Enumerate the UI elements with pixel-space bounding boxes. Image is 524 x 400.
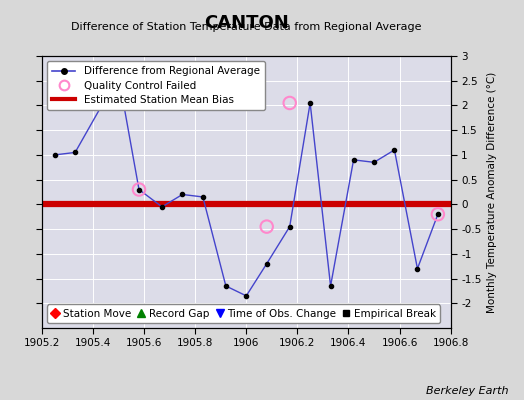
Text: Berkeley Earth: Berkeley Earth xyxy=(426,386,508,396)
Text: Difference of Station Temperature Data from Regional Average: Difference of Station Temperature Data f… xyxy=(71,22,421,32)
Legend: Station Move, Record Gap, Time of Obs. Change, Empirical Break: Station Move, Record Gap, Time of Obs. C… xyxy=(47,304,440,323)
Point xyxy=(286,100,294,106)
Point xyxy=(434,211,442,218)
Point xyxy=(135,186,143,193)
Y-axis label: Monthly Temperature Anomaly Difference (°C): Monthly Temperature Anomaly Difference (… xyxy=(487,71,497,313)
Point xyxy=(263,224,271,230)
Point xyxy=(114,72,123,79)
Text: CANTON: CANTON xyxy=(204,14,289,32)
